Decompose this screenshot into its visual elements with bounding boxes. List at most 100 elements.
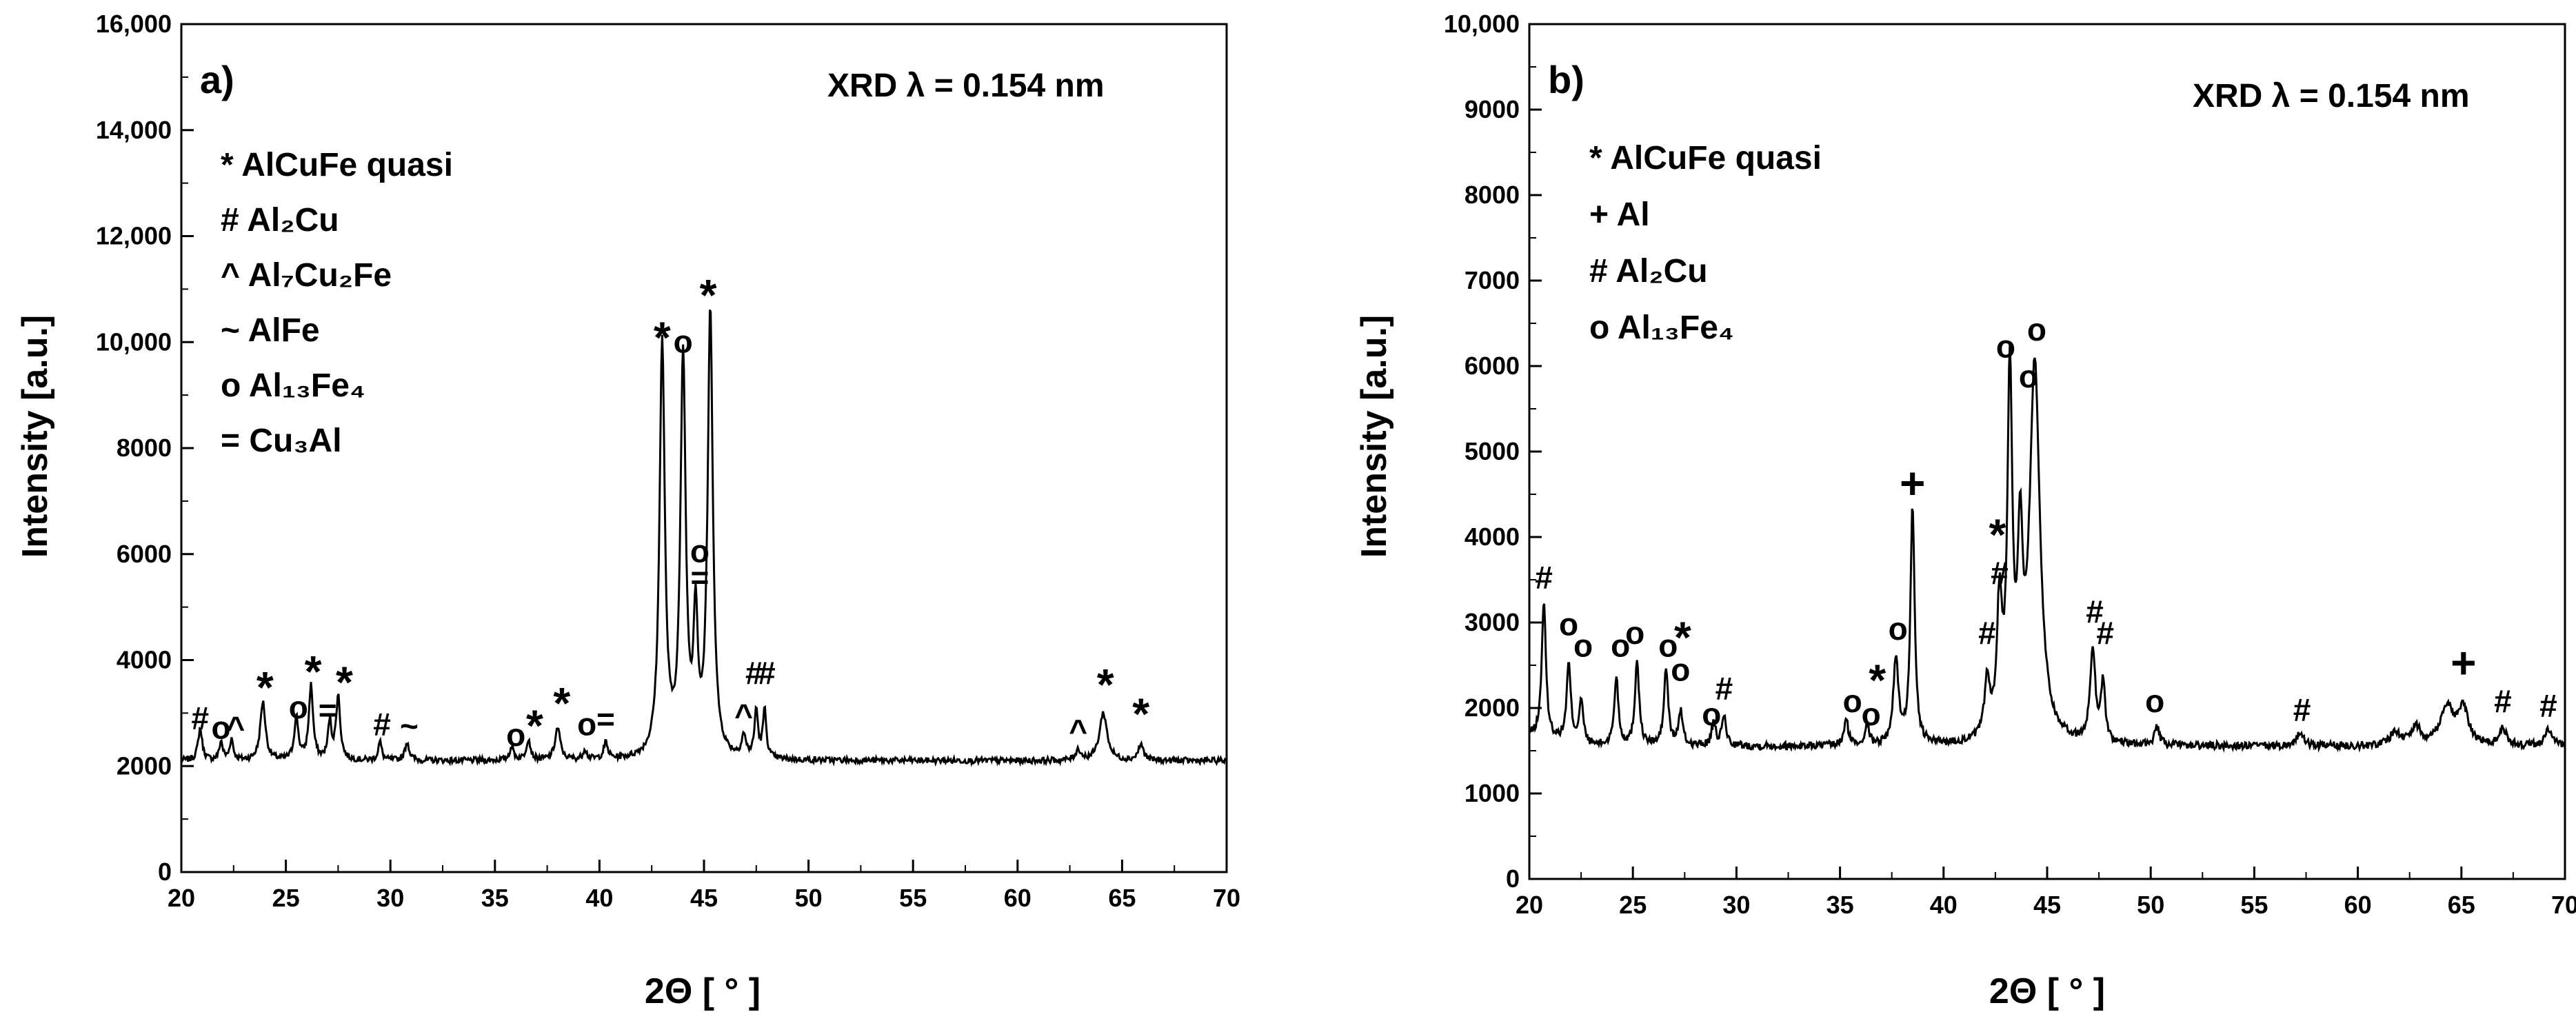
panel-b-x-tick-label: 25 <box>1619 891 1647 919</box>
panel-b-peak-marker: # <box>1978 615 1996 651</box>
panel-b-legend-entry: + Al <box>1589 196 1650 233</box>
panel-a-peak-marker: * <box>1132 689 1149 738</box>
panel-b-y-axis-label: Intensity [a.u.] <box>1354 315 1394 558</box>
panel-b-peak-marker: # <box>2494 683 2512 719</box>
panel-b-y-tick-label: 8000 <box>1465 181 1520 209</box>
panel-a-peak-marker: * <box>700 270 717 320</box>
panel-b-peak-marker: o <box>1573 628 1593 664</box>
panel-a-peak-marker: * <box>526 700 543 750</box>
panel-b-peak-marker: o <box>1702 696 1721 732</box>
panel-a-xrd-annotation: XRD λ = 0.154 nm <box>827 68 1105 104</box>
panel-b-peak-marker: # <box>1535 559 1553 595</box>
panel-a-peak-marker: = <box>690 560 709 596</box>
panel-b-xrd-annotation: XRD λ = 0.154 nm <box>2193 78 2470 114</box>
panel-a-y-tick-label: 8000 <box>117 434 172 462</box>
panel-a-peak-marker: o <box>674 324 693 360</box>
panel-a-peak-marker: * <box>654 313 671 363</box>
panel-b-peak-marker: # <box>1991 555 2009 591</box>
panel-a-x-tick-label: 40 <box>585 884 613 912</box>
panel-a-peak-marker: o <box>212 709 231 745</box>
panel-a-x-tick-label: 65 <box>1108 884 1136 912</box>
panel-a-legend: * AlCuFe quasi # Al₂Cu ^ Al₇Cu₂Fe ~ AlFe o A… <box>221 147 453 459</box>
panel-a-y-tick-label: 2000 <box>117 751 172 780</box>
panel-b-x-tick-label: 40 <box>1930 891 1958 919</box>
panel-a-y-tick-label: 16,000 <box>96 10 172 38</box>
panel-b-y-tick-label: 2000 <box>1465 694 1520 722</box>
panel-b-peak-marker: * <box>1989 510 2006 560</box>
panel-b-legend-entry: o Al₁₃Fe₄ <box>1589 310 1734 346</box>
panel-b-y-tick-label: 0 <box>1506 864 1520 893</box>
panel-a-legend-entry: * AlCuFe quasi <box>221 147 453 183</box>
panel-a-x-tick-label: 20 <box>168 884 195 912</box>
panel-a-y-tick-label: 14,000 <box>96 116 172 144</box>
panel-a-peak-marker: = <box>596 701 615 737</box>
panel-a-plot-frame <box>180 23 1228 873</box>
panel-b-peak-marker: o <box>2019 358 2038 394</box>
panel-b-peak-marker: o <box>2145 683 2164 719</box>
panel-b-peak-marker: o <box>1671 651 1690 687</box>
panel-b-x-tick-label: 55 <box>2240 891 2268 919</box>
panel-a-x-tick-label: 60 <box>1004 884 1032 912</box>
panel-b-peak-marker: + <box>1900 458 1925 508</box>
panel-b: Intensity [a.u.] 2Θ [ ° ] b) XRD λ = 0.1… <box>1354 10 2576 1011</box>
panel-b-y-tick-label: 4000 <box>1465 523 1520 551</box>
panel-b-x-tick-label: 60 <box>2344 891 2372 919</box>
panel-b-x-tick-label: 45 <box>2033 891 2061 919</box>
panel-a-x-tick-label: 55 <box>899 884 927 912</box>
panel-a-x-tick-label: 70 <box>1213 884 1240 912</box>
panel-b-peak-marker: o <box>1559 607 1578 642</box>
panel-a-peak-marker: * <box>336 657 353 707</box>
panel-a-peak-marker: ^ <box>734 698 753 733</box>
panel-b-legend-entry: * AlCuFe quasi <box>1589 140 1822 176</box>
panel-a-peak-marker: ^ <box>226 709 245 745</box>
panel-b-peak-marker: o <box>1862 696 1881 732</box>
panel-a-y-tick-label: 10,000 <box>96 327 172 356</box>
panel-b-peak-marker: # <box>2539 687 2557 723</box>
panel-b-x-tick-label: 50 <box>2137 891 2164 919</box>
panel-a-peak-marker: # <box>373 707 391 742</box>
panel-a-legend-entry: # Al₂Cu <box>221 202 339 239</box>
panel-a-y-axis-label: Intensity [a.u.] <box>15 315 55 558</box>
panel-a-x-tick-label: 25 <box>272 884 300 912</box>
panel-b-peak-marker: # <box>2086 594 2104 629</box>
panel-a-peak-marker: ~ <box>400 708 419 744</box>
panel-a-x-axis-label: 2Θ [ ° ] <box>645 971 761 1011</box>
panel-a-peak-marker: o <box>690 533 710 569</box>
panel-a-peak-marker: # <box>191 700 209 736</box>
panel-a-peak-marker: * <box>1097 660 1114 709</box>
panel-a-label: a) <box>200 58 234 101</box>
panel-b-peak-marker: o <box>1843 683 1862 719</box>
panel-b-peak-marker: o <box>1996 329 2015 365</box>
panel-b-label: b) <box>1548 58 1584 101</box>
panel-b-peak-marker: o <box>1625 615 1644 651</box>
panel-b-x-tick-label: 35 <box>1827 891 1854 919</box>
panel-a-peak-marker: # <box>745 655 763 691</box>
panel-b-plot-frame <box>1528 23 2566 880</box>
panel-b-y-tick-label: 7000 <box>1465 266 1520 294</box>
panel-b-series-line <box>1528 344 2566 753</box>
panel-a-y-tick-label: 12,000 <box>96 222 172 250</box>
panel-b-x-tick-label: 30 <box>1722 891 1750 919</box>
panel-b-peak-marker: # <box>2096 615 2114 651</box>
panel-a-series-line <box>180 309 1227 767</box>
panel-a-x-tick-label: 35 <box>481 884 509 912</box>
panel-a-y-tick-label: 6000 <box>117 540 172 568</box>
panel-a-peak-marker: = <box>319 692 337 728</box>
panel-b-legend-entry: # Al₂Cu <box>1589 253 1708 290</box>
panel-b-peak-marker: o <box>1658 628 1678 664</box>
panel-b-peak-marker: o <box>1889 611 1908 647</box>
panel-a-x-tick-label: 50 <box>795 884 823 912</box>
panel-b-y-tick-label: 10,000 <box>1444 10 1520 38</box>
panel-b-y-tick-label: 9000 <box>1465 95 1520 123</box>
panel-b-x-tick-label: 70 <box>2551 891 2576 919</box>
panel-b-peak-marker: # <box>1715 671 1733 707</box>
panel-a: Intensity [a.u.] 2Θ [ ° ] a) XRD λ = 0.1… <box>15 10 1240 1011</box>
panel-a-peak-marker: o <box>506 717 525 753</box>
panel-a-y-tick-label: 4000 <box>117 646 172 674</box>
panel-a-peak-marker: o <box>289 689 308 725</box>
panel-b-legend: * AlCuFe quasi + Al # Al₂Cu o Al₁₃Fe₄ <box>1589 140 1822 346</box>
panel-b-y-tick-label: 1000 <box>1465 779 1520 807</box>
panel-a-x-tick-label: 30 <box>376 884 404 912</box>
panel-b-y-tick-label: 5000 <box>1465 437 1520 465</box>
